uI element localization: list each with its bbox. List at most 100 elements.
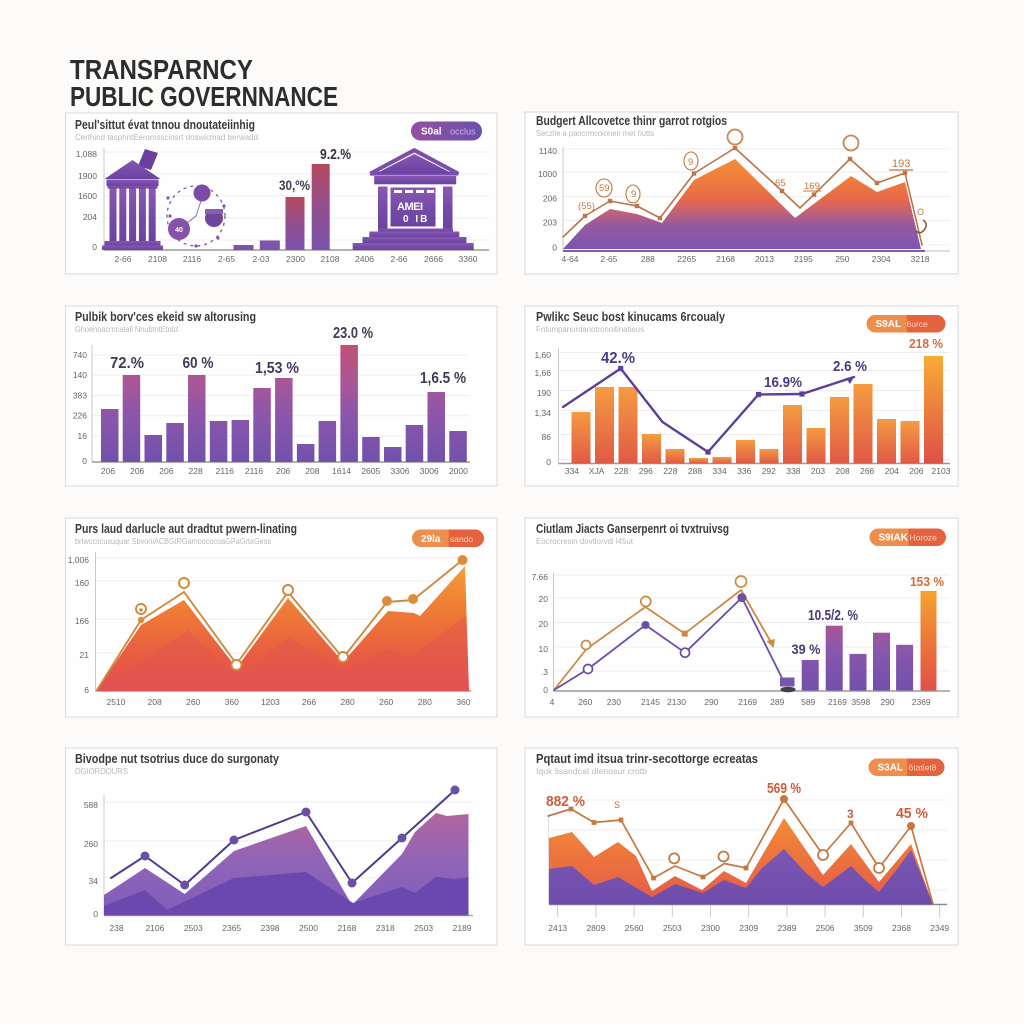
svg-text:Seczlie a pancrmcoionen met hu: Seczlie a pancrmcoionen met hutts	[536, 129, 654, 138]
svg-text:2108: 2108	[148, 254, 167, 264]
svg-text:21: 21	[80, 650, 90, 660]
svg-text:266: 266	[302, 697, 316, 707]
svg-text:2169: 2169	[828, 697, 847, 707]
svg-text:1,66: 1,66	[534, 368, 551, 378]
svg-text:86: 86	[542, 432, 552, 442]
svg-text:0: 0	[82, 456, 87, 466]
svg-text:42.%: 42.%	[601, 350, 635, 367]
svg-text:218 %: 218 %	[909, 336, 943, 351]
svg-text:228: 228	[189, 466, 203, 476]
svg-text:280: 280	[418, 697, 432, 707]
svg-text:0: 0	[92, 242, 97, 252]
svg-text:sando: sando	[450, 534, 473, 544]
svg-text:6urce: 6urce	[907, 319, 929, 329]
svg-text:Pwlikc Seuc bost kinucams 6rco: Pwlikc Seuc bost kinucams 6rcoualy	[536, 310, 725, 324]
svg-text:0 IB: 0 IB	[403, 214, 429, 225]
svg-text:Horoze: Horoze	[910, 533, 938, 543]
svg-text:208: 208	[836, 466, 850, 476]
svg-text:1203: 1203	[261, 697, 280, 707]
svg-text:20: 20	[539, 619, 549, 629]
svg-text:250: 250	[835, 254, 849, 264]
svg-text:338: 338	[786, 466, 800, 476]
svg-text:206: 206	[543, 194, 557, 204]
svg-text:7.66: 7.66	[531, 572, 548, 582]
svg-text:10.5/2. %: 10.5/2. %	[808, 607, 858, 624]
svg-text:208: 208	[148, 697, 162, 707]
svg-text:9.2.%: 9.2.%	[320, 146, 351, 163]
svg-text:2300: 2300	[701, 923, 720, 933]
svg-text:occlus: occlus	[450, 127, 476, 137]
svg-text:166: 166	[75, 616, 89, 626]
svg-text:290: 290	[704, 697, 718, 707]
svg-text:206: 206	[159, 466, 173, 476]
svg-text:2.6 %: 2.6 %	[833, 358, 867, 375]
svg-text:206: 206	[101, 466, 115, 476]
svg-text:290: 290	[880, 697, 894, 707]
svg-text:2265: 2265	[677, 254, 696, 264]
svg-text:266: 266	[860, 466, 874, 476]
svg-text:280: 280	[341, 697, 355, 707]
svg-text:228: 228	[663, 466, 677, 476]
svg-text:2500: 2500	[299, 923, 318, 933]
svg-text:190: 190	[537, 388, 551, 398]
svg-text:23.0 %: 23.0 %	[333, 325, 373, 342]
svg-text:1000: 1000	[538, 169, 557, 179]
svg-text:Peul'sittut évat tnnou dnoutat: Peul'sittut évat tnnou dnoutateiinhig	[75, 118, 255, 132]
svg-text:S9IAK: S9IAK	[879, 533, 909, 544]
svg-text:296: 296	[639, 466, 653, 476]
svg-text:2398: 2398	[261, 923, 280, 933]
svg-text:2503: 2503	[663, 923, 682, 933]
svg-text:2189: 2189	[453, 923, 472, 933]
svg-text:65: 65	[775, 178, 786, 189]
svg-text:2318: 2318	[376, 923, 395, 933]
svg-text:2413: 2413	[548, 923, 567, 933]
svg-text:569 %: 569 %	[767, 780, 801, 797]
svg-text:59: 59	[599, 183, 610, 194]
svg-text:.3: .3	[541, 667, 548, 677]
svg-text:2169: 2169	[738, 697, 757, 707]
svg-text:882 %: 882 %	[546, 793, 585, 810]
svg-text:Pulbik borv'ces ekeid sw altor: Pulbik borv'ces ekeid sw altorusing	[75, 310, 256, 324]
svg-text:2368: 2368	[892, 923, 911, 933]
svg-text:2-66: 2-66	[390, 254, 407, 264]
svg-text:206: 206	[909, 466, 923, 476]
svg-text:Ciutlam Jiacts Ganserpenrt oi: Ciutlam Jiacts Ganserpenrt oi tvxtruivsg	[536, 522, 729, 536]
svg-text:29la: 29la	[421, 534, 441, 545]
svg-text:AMEI: AMEI	[397, 201, 423, 213]
svg-text:1,53 %: 1,53 %	[255, 360, 299, 377]
svg-text:2503: 2503	[414, 923, 433, 933]
svg-text:238: 238	[109, 923, 123, 933]
svg-text:206: 206	[276, 466, 290, 476]
svg-text:2145: 2145	[641, 697, 660, 707]
svg-text:289: 289	[770, 697, 784, 707]
svg-text:204: 204	[83, 212, 97, 222]
svg-text:16: 16	[78, 431, 88, 441]
svg-text:2195: 2195	[794, 254, 813, 264]
svg-text:3598: 3598	[851, 697, 870, 707]
svg-text:1,088: 1,088	[76, 149, 98, 159]
svg-text:2-65: 2-65	[218, 254, 235, 264]
svg-text:S3AL: S3AL	[878, 763, 904, 774]
svg-text:45 %: 45 %	[896, 805, 928, 822]
svg-text:2809: 2809	[586, 923, 605, 933]
svg-text:1600: 1600	[78, 191, 97, 201]
svg-text:Fntumpanurdariotronoitinatieus: Fntumpanurdariotronoitinatieus	[536, 325, 644, 334]
svg-text:9: 9	[631, 189, 636, 200]
svg-text:72.%: 72.%	[110, 355, 144, 372]
svg-text:334: 334	[713, 466, 727, 476]
svg-text:6tatlet8: 6tatlet8	[909, 763, 937, 773]
svg-text:2000: 2000	[449, 466, 468, 476]
svg-text:40: 40	[175, 227, 183, 234]
svg-text:288: 288	[688, 466, 702, 476]
svg-text:4: 4	[550, 697, 555, 707]
svg-text:260: 260	[84, 839, 98, 849]
svg-text:3218: 3218	[911, 254, 930, 264]
svg-text:0: 0	[93, 909, 98, 919]
svg-text:3006: 3006	[420, 466, 439, 476]
svg-text:2-03: 2-03	[252, 254, 269, 264]
svg-text:0: 0	[543, 685, 548, 695]
svg-text:brtwccscusuquar SbvoriiACBGtRG: brtwccscusuquar SbvoriiACBGtRGamoococoaG…	[75, 537, 271, 546]
svg-text:Eocrocresin dovtlorvdi l45ut: Eocrocresin dovtlorvdi l45ut	[536, 537, 634, 546]
svg-text:1614: 1614	[332, 466, 351, 476]
svg-text:2103: 2103	[932, 466, 951, 476]
